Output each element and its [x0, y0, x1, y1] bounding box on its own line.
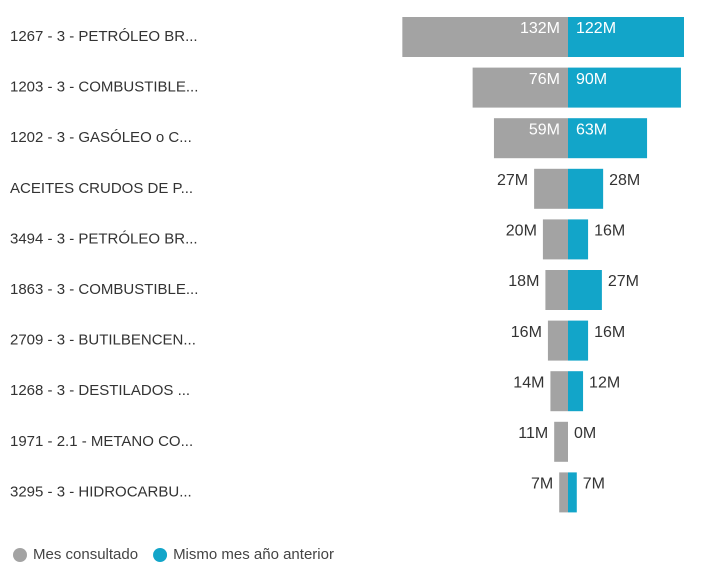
value-label: 16M — [594, 324, 625, 341]
legend-label: Mismo mes año anterior — [173, 546, 334, 563]
value-label: 63M — [576, 121, 607, 138]
category-label: 1203 - 3 - COMBUSTIBLE... — [10, 79, 198, 96]
value-label: 7M — [531, 476, 553, 493]
bar — [547, 320, 568, 361]
value-label: 14M — [513, 374, 544, 391]
plot-area — [402, 17, 684, 513]
value-label: 28M — [609, 172, 640, 189]
bar — [493, 118, 568, 159]
bar — [568, 320, 589, 361]
category-label: 2709 - 3 - BUTILBENCEN... — [10, 332, 196, 349]
category-label: 1863 - 3 - COMBUSTIBLE... — [10, 281, 198, 298]
bar — [568, 168, 604, 209]
bar — [568, 17, 684, 57]
category-label: 3295 - 3 - HIDROCARBU... — [10, 483, 192, 500]
value-label: 76M — [529, 71, 560, 88]
value-label: 18M — [508, 273, 539, 290]
legend-label: Mes consultado — [33, 546, 138, 563]
value-label: 27M — [497, 172, 528, 189]
category-label: 1267 - 3 - PETRÓLEO BR... — [10, 28, 198, 45]
bar — [568, 472, 577, 513]
value-label: 27M — [608, 273, 639, 290]
value-label: 20M — [506, 223, 537, 240]
value-label: 122M — [576, 20, 616, 37]
value-label: 11M — [518, 425, 548, 442]
legend-marker — [153, 548, 168, 562]
bar — [542, 219, 568, 260]
category-label: 1268 - 3 - DESTILADOS ... — [10, 382, 190, 399]
category-label: 1971 - 2.1 - METANO CO... — [10, 433, 193, 450]
category-label: 3494 - 3 - PETRÓLEO BR... — [10, 230, 198, 247]
bar — [568, 219, 589, 260]
legend-marker — [13, 548, 27, 562]
bar — [534, 168, 568, 209]
value-label: 90M — [576, 71, 607, 88]
bar — [402, 17, 568, 57]
value-label: 16M — [511, 324, 542, 341]
bar — [554, 421, 568, 462]
value-label: 132M — [520, 20, 560, 37]
value-label: 12M — [589, 374, 620, 391]
value-label: 59M — [529, 121, 560, 138]
bar — [472, 67, 568, 108]
value-label: 16M — [594, 223, 625, 240]
bar — [568, 270, 602, 310]
category-label: ACEITES CRUDOS DE P... — [10, 180, 193, 197]
category-label: 1202 - 3 - GASÓLEO o C... — [10, 129, 192, 146]
value-label: 7M — [583, 476, 605, 493]
bar — [550, 371, 568, 412]
bar — [568, 118, 648, 159]
bar — [568, 67, 681, 108]
bar — [559, 472, 568, 513]
bar — [568, 371, 584, 412]
value-label: 0M — [574, 425, 596, 442]
bar — [545, 270, 568, 310]
